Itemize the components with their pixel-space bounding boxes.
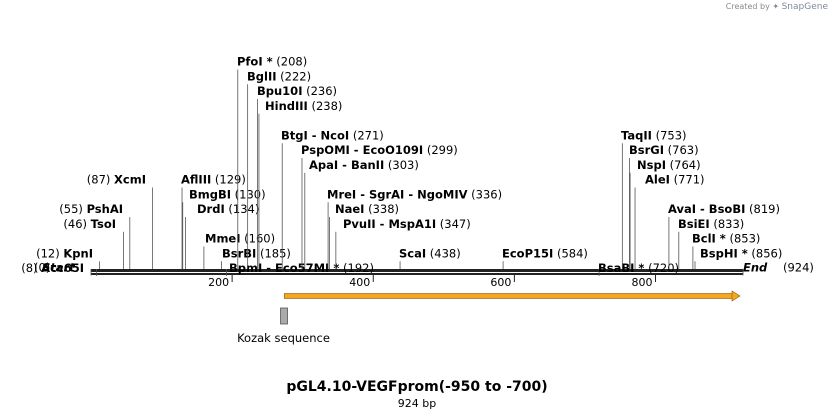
restriction-site: NspI (764) — [629, 158, 701, 269]
site-label: (8) Acc65I — [21, 261, 84, 275]
site-label: TaqII (753) — [621, 128, 687, 142]
axis-tick-label: 400 — [349, 276, 370, 289]
end-label: End — [743, 261, 768, 275]
restriction-site: BmgBI (130) — [182, 187, 266, 269]
kozak-feature-box — [280, 307, 288, 325]
axis-tick-label: 200 — [208, 276, 229, 289]
site-label: PspOMI - EcoO109I (299) — [301, 143, 458, 157]
restriction-site: EcoP15I (584) — [502, 246, 588, 269]
site-label: HindIII (238) — [265, 99, 342, 113]
restriction-site: ApaI - BanII (303) — [304, 158, 419, 269]
site-label: NspI (764) — [637, 158, 701, 172]
credit-brand: SnapGene — [781, 2, 828, 12]
site-label: AvaI - BsoBI (819) — [668, 202, 780, 216]
site-label: BsrBI (185) — [222, 246, 291, 260]
site-label: (55) PshAI — [59, 202, 123, 216]
site-label: PvuII - MspA1I (347) — [343, 217, 471, 231]
site-label: BclI * (853) — [692, 232, 760, 246]
restriction-site: (55) PshAI — [59, 202, 131, 269]
restriction-site: (46) TsoI — [63, 217, 124, 269]
site-label: BspHI * (856) — [700, 246, 782, 260]
site-label: PfoI * (208) — [237, 55, 307, 69]
site-label: EcoP15I (584) — [502, 246, 588, 260]
kozak-feature-label: Kozak sequence — [237, 331, 330, 345]
credit-text: Created by — [725, 2, 770, 11]
end-position: (924) — [783, 261, 814, 275]
restriction-site: AvaI - BsoBI (819) — [668, 202, 780, 269]
site-label: AleI (771) — [645, 173, 705, 187]
restriction-site: (87) XcmI — [87, 173, 153, 269]
site-label: BglII (222) — [247, 69, 311, 83]
site-label: BsiEI (833) — [678, 217, 744, 231]
backbone-line-top — [91, 269, 743, 272]
start-position: (0) — [34, 261, 50, 275]
restriction-site: BglII (222) — [247, 69, 311, 269]
plasmid-title: pGL4.10-VEGFprom(-950 to -700) — [286, 379, 548, 395]
site-label: MreI - SgrAI - NgoMIV (336) — [327, 187, 502, 201]
restriction-site: BspHI * (856) — [694, 246, 782, 269]
restriction-site: AleI (771) — [634, 173, 705, 269]
restriction-site: HindIII (238) — [258, 99, 342, 269]
site-label: NaeI (338) — [335, 202, 399, 216]
site-label: (12) KpnI — [36, 246, 93, 260]
restriction-site: (8) Acc65I — [21, 261, 98, 276]
restriction-site: TaqII (753) — [621, 128, 687, 269]
site-label: ApaI - BanII (303) — [309, 158, 419, 172]
restriction-site: (12) KpnI — [36, 246, 100, 269]
restriction-site: PspOMI - EcoO109I (299) — [301, 143, 458, 269]
site-label: BsaBI * (720) — [598, 261, 679, 275]
restriction-site: MreI - SgrAI - NgoMIV (336) — [327, 187, 502, 269]
restriction-site: AflIII (129) — [181, 173, 246, 269]
site-label: ScaI (438) — [399, 246, 461, 260]
restriction-site: Bpu10I (236) — [257, 84, 337, 269]
restriction-site: PfoI * (208) — [237, 55, 307, 269]
restriction-site: BtgI - NcoI (271) — [281, 128, 384, 269]
site-label: BsrGI (763) — [629, 143, 699, 157]
backbone-line-bottom — [91, 273, 743, 275]
restriction-site: PvuII - MspA1I (347) — [335, 217, 471, 269]
site-label: DrdI (134) — [197, 202, 259, 216]
site-label: BmgBI (130) — [189, 187, 266, 201]
feature-arrow-body — [284, 293, 734, 299]
site-label: BpmI - Eco57MI * (192) — [229, 261, 374, 275]
site-label: (87) XcmI — [87, 173, 146, 187]
restriction-site: ScaI (438) — [399, 246, 461, 269]
plasmid-length: 924 bp — [397, 397, 437, 410]
site-label: (46) TsoI — [63, 217, 116, 231]
restriction-site: BsaBI * (720) — [598, 261, 679, 276]
snapgene-credit: Created by ✦ SnapGene — [726, 2, 828, 12]
axis-tick-label: 800 — [632, 276, 653, 289]
site-label: BtgI - NcoI (271) — [281, 128, 384, 142]
axis-tick-label: 600 — [490, 276, 511, 289]
restriction-site: BsiEI (833) — [678, 217, 744, 269]
restriction-site: DrdI (134) — [185, 202, 259, 269]
restriction-site: BsrGI (763) — [628, 143, 699, 269]
site-label: AflIII (129) — [181, 173, 246, 187]
feature-arrow-head — [731, 290, 741, 302]
restriction-site: BpmI - Eco57MI * (192) — [226, 261, 374, 276]
site-label: MmeI (160) — [205, 232, 275, 246]
restriction-site: NaeI (338) — [329, 202, 399, 269]
site-label: Bpu10I (236) — [257, 84, 337, 98]
start-label: Start — [42, 261, 75, 275]
restriction-site: BclI * (853) — [692, 232, 760, 269]
snapgene-logo-icon: ✦ — [772, 2, 780, 11]
